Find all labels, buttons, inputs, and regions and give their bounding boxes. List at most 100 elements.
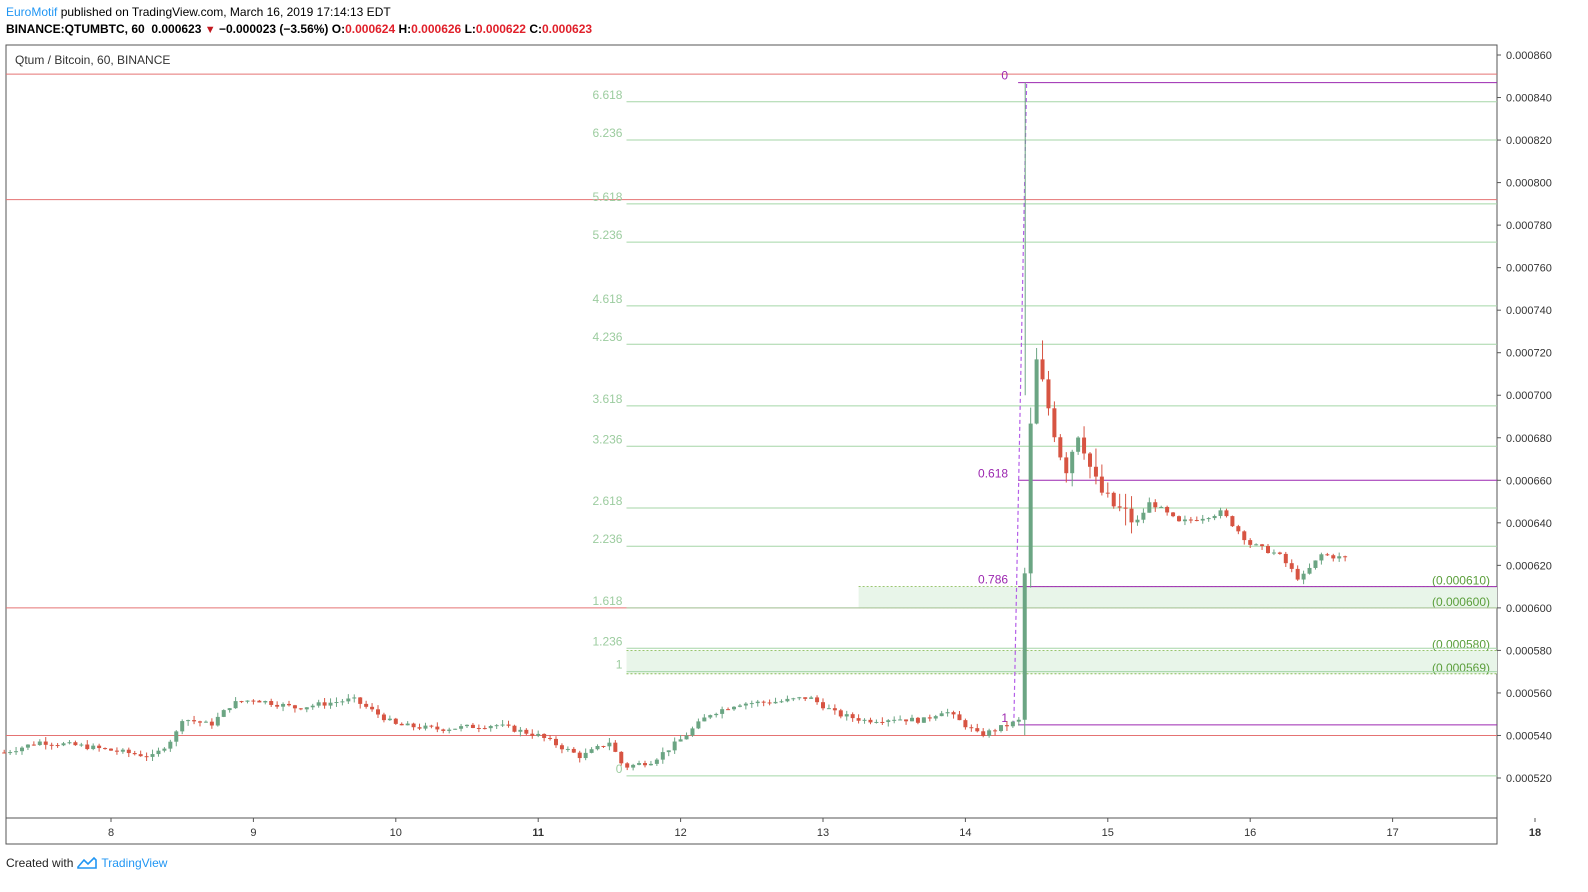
candle-body (963, 720, 968, 728)
candle-body (714, 713, 719, 716)
zone-top-label: (0.000580) (1432, 637, 1490, 651)
tradingview-brand[interactable]: TradingView (101, 856, 168, 870)
candle-body (227, 708, 232, 711)
candle-body (1224, 510, 1229, 517)
candle-body (500, 724, 505, 726)
author-link[interactable]: EuroMotif (6, 5, 58, 19)
close-value: 0.000623 (541, 22, 593, 36)
candle-body (1129, 508, 1134, 523)
candle-body (577, 752, 582, 759)
candle-body (690, 728, 695, 736)
candle-body (1266, 546, 1270, 554)
candle-body (287, 703, 291, 706)
candle-body (31, 744, 36, 746)
zone-bottom-label: (0.000600) (1432, 595, 1490, 609)
candle-body (358, 697, 363, 704)
y-tick-label: 0.000800 (1506, 178, 1552, 190)
candle-body (470, 724, 475, 728)
fib-extension-label: 2.236 (592, 532, 622, 546)
fib-extension-label: 5.618 (592, 190, 622, 204)
candle-body (720, 709, 725, 714)
candle-body (791, 698, 796, 700)
candle-body (417, 727, 422, 729)
y-tick-label: 0.000560 (1506, 688, 1552, 700)
candle-body (162, 748, 167, 751)
candle-body (73, 742, 78, 746)
symbol: BINANCE:QTUMBTC, 60 (6, 22, 145, 36)
candle-body (737, 705, 742, 707)
candle-body (660, 752, 665, 760)
candle-body (666, 750, 671, 753)
x-tick-label: 12 (674, 827, 686, 839)
candle-body (281, 703, 286, 707)
candle-body (91, 745, 96, 750)
candle-body (126, 749, 131, 754)
candle-body (1022, 573, 1027, 720)
y-tick-label: 0.000720 (1506, 348, 1552, 360)
candle-body (1307, 567, 1312, 574)
candle-body (1171, 512, 1176, 517)
candle-body (1260, 544, 1265, 547)
candle-body (245, 700, 250, 702)
x-tick-label: 8 (108, 827, 114, 839)
candle-body (1200, 518, 1205, 521)
zone-top-label: (0.000610) (1432, 574, 1490, 588)
candle-body (631, 764, 636, 768)
y-tick-label: 0.000780 (1506, 220, 1552, 232)
candle-body (221, 710, 226, 717)
y-tick-label: 0.000540 (1506, 730, 1552, 742)
fib-retracement-label: 0.786 (978, 573, 1008, 587)
candle-body (79, 744, 84, 746)
created-with-text: Created with (6, 856, 74, 870)
candle-body (761, 701, 766, 703)
candle-body (832, 708, 837, 711)
fib-extension-label: 1.236 (592, 634, 622, 648)
candle-body (381, 714, 386, 721)
tradingview-logo-icon (77, 856, 98, 869)
candle-body (726, 709, 731, 711)
candle-body (144, 756, 149, 758)
candle-body (150, 754, 155, 757)
candle-body (61, 743, 66, 746)
candle-body (180, 721, 185, 732)
candle-body (1242, 531, 1247, 541)
fib-trend-line (1013, 82, 1028, 725)
candle-body (1248, 540, 1253, 545)
candle-body (898, 719, 903, 721)
candle-body (1141, 512, 1146, 520)
y-tick-label: 0.000600 (1506, 603, 1552, 615)
candle-body (868, 719, 873, 723)
candle-body (767, 702, 772, 704)
x-tick-label: 18 (1529, 827, 1541, 839)
candle-body (215, 716, 220, 726)
y-tick-label: 0.000660 (1506, 475, 1552, 487)
fib-retracement-label: 0 (1001, 69, 1008, 83)
candle-body (554, 738, 558, 746)
fib-extension-label: 5.236 (592, 228, 622, 242)
candle-body (1289, 563, 1294, 569)
candle-body (1052, 408, 1057, 438)
candle-body (275, 704, 280, 707)
candle-body (910, 717, 914, 722)
x-tick-label: 14 (959, 827, 971, 839)
y-tick-label: 0.000640 (1506, 518, 1552, 530)
candle-body (619, 751, 624, 764)
candle-body (1218, 510, 1223, 516)
candle-body (43, 741, 48, 745)
candle-body (1283, 553, 1288, 564)
candle-body (915, 717, 920, 723)
candle-body (1135, 519, 1140, 523)
candle-body (156, 750, 161, 755)
candle-body (536, 733, 541, 736)
candle-body (856, 718, 861, 721)
candle-body (1182, 519, 1187, 522)
candle-body (548, 737, 553, 739)
candle-body (755, 701, 760, 704)
candle-body (927, 717, 932, 719)
y-tick-label: 0.000740 (1506, 305, 1552, 317)
candle-body (1028, 423, 1033, 574)
candle-body (322, 702, 327, 706)
zone-bottom-label: (0.000569) (1432, 661, 1490, 675)
fib-extension-label: 0 (616, 762, 623, 776)
